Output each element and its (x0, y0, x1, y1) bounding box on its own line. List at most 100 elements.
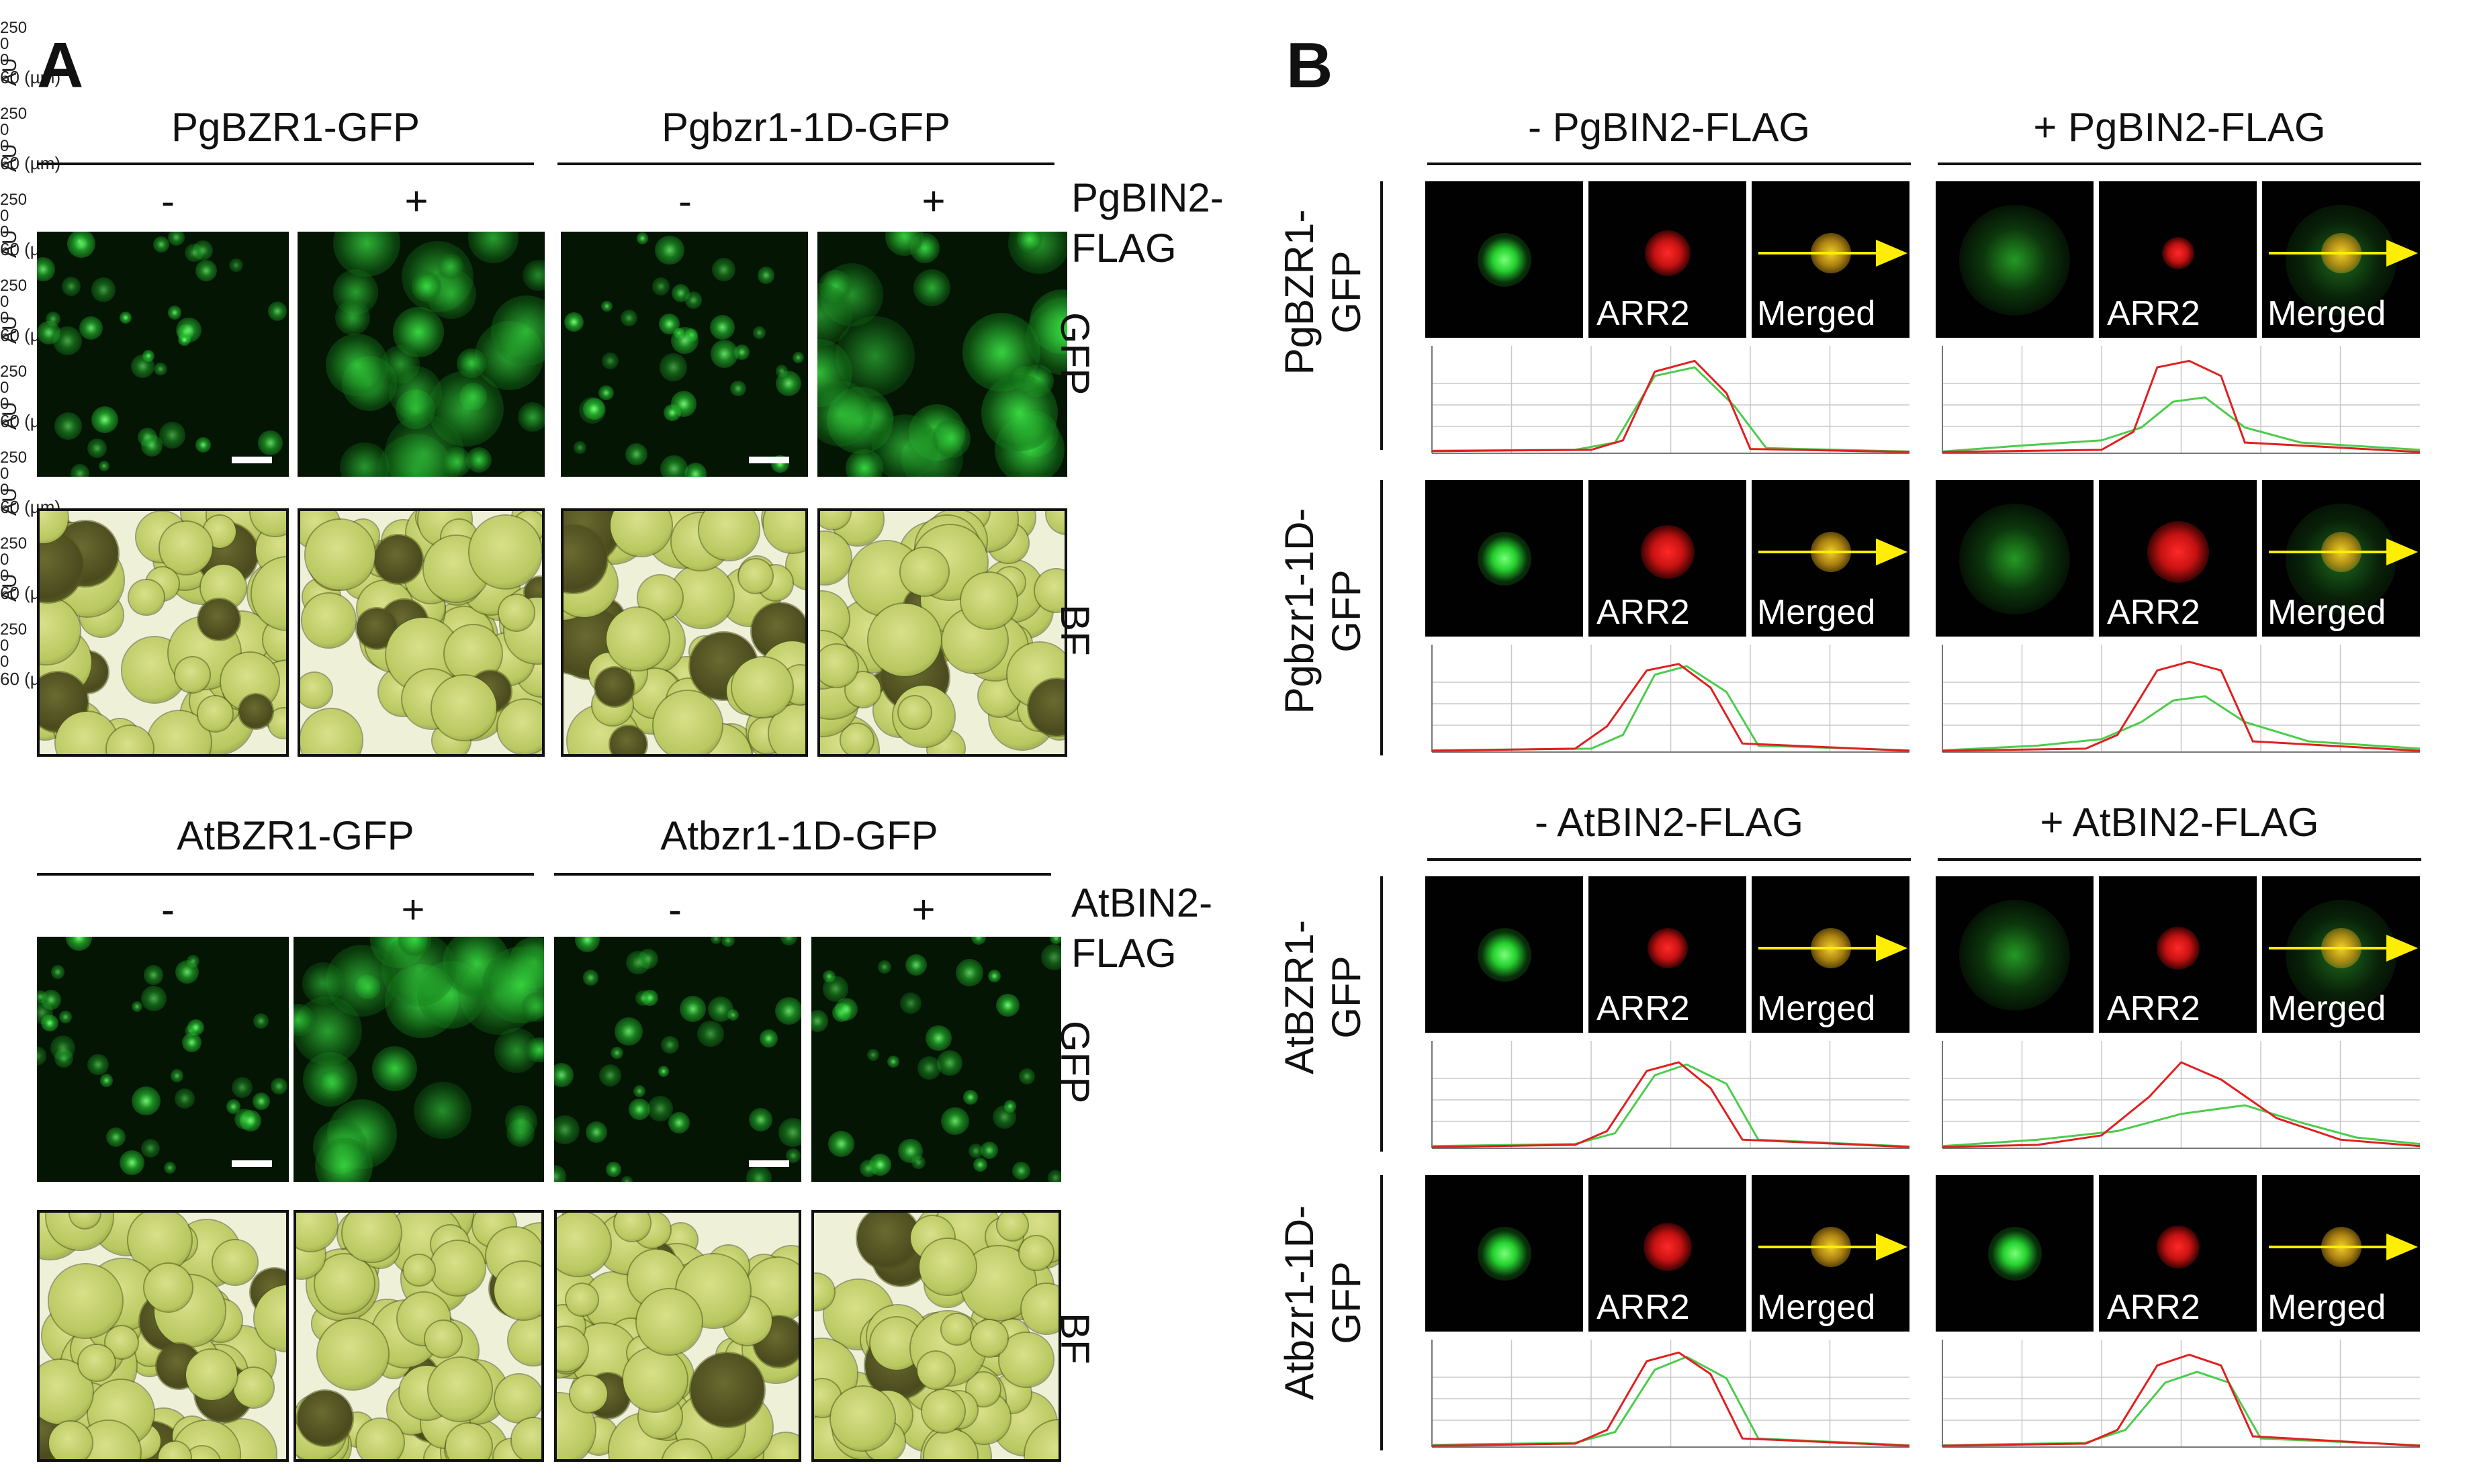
sign-minus: - (161, 887, 175, 932)
arr2-overlay-label: ARR2 (2107, 294, 2200, 333)
profile-arrow-icon (2269, 934, 2418, 962)
panel-b-label: B (1286, 30, 1333, 101)
line-profile-plot (1942, 1041, 2421, 1149)
sign-plus: + (401, 887, 425, 932)
header-underline (1938, 163, 2421, 165)
profile-arrow-icon (2269, 1233, 2418, 1260)
merged-channel-image (2262, 480, 2420, 637)
gfp-image (817, 232, 1067, 477)
red-trace (1431, 1061, 1910, 1148)
green-trace (1431, 665, 1910, 751)
gfp-image (37, 232, 289, 477)
red-trace (1431, 1351, 1910, 1447)
panel-a-label: A (37, 30, 84, 101)
plot-ytick-top: 250 (0, 620, 28, 639)
line-profile-plot (1431, 1340, 1910, 1448)
minus-atbin2-flag-header: - AtBIN2-FLAG (1534, 800, 1804, 845)
plot-ytick-bottom: 0 (0, 637, 9, 655)
merged-overlay-label: Merged (1757, 593, 1876, 632)
red-trace (1942, 1061, 2421, 1148)
row-label-line: Pgbzr1-1D- (1277, 508, 1322, 714)
brightfield-image (561, 508, 808, 757)
arr2-channel-image (1588, 1175, 1746, 1332)
green-trace (1942, 1104, 2421, 1148)
plot-xtick-left: 0 (0, 137, 9, 155)
arr2-overlay-label: ARR2 (2107, 593, 2200, 632)
row-label-line: Atbzr1-1D- (1277, 1205, 1322, 1401)
scale-bar (749, 457, 789, 463)
arr2-channel-image (2099, 876, 2257, 1033)
row-label-atbzr1-gfp: AtBZR1- (1277, 886, 1322, 1108)
plot-ytick-top: 250 (0, 105, 28, 123)
arr2-overlay-label: ARR2 (1597, 294, 1690, 333)
sign-plus: + (404, 179, 429, 224)
atbzr1-gfp-header: AtBZR1-GFP (177, 813, 414, 858)
plot-ytick-bottom: 0 (0, 293, 9, 311)
arr2-channel-image (2099, 480, 2257, 637)
gfp-image (37, 937, 289, 1182)
line-profile-plot (1431, 346, 1910, 454)
arr2-overlay-label: ARR2 (2107, 989, 2200, 1028)
row-divider (1380, 181, 1383, 450)
plus-atbin2-flag-header: + AtBIN2-FLAG (2040, 800, 2319, 845)
brightfield-image (298, 508, 545, 757)
header-underline (1427, 858, 1911, 861)
sign-minus: - (161, 179, 175, 224)
plot-ylabel: AU (0, 573, 21, 602)
plot-xtick-left: 0 (0, 653, 9, 671)
plot-ytick-top: 250 (0, 277, 28, 295)
line-profile-plot (1942, 1340, 2421, 1448)
merged-overlay-label: Merged (2267, 294, 2386, 333)
profile-arrow-icon (1758, 239, 1907, 267)
header-underline (1938, 858, 2421, 861)
brightfield-image (554, 1210, 801, 1462)
gfp-channel-image (1425, 480, 1583, 637)
profile-arrow-icon (1758, 934, 1907, 962)
plot-xtick-left: 0 (0, 395, 9, 413)
gfp-channel-image (1936, 1175, 2094, 1332)
gfp-image (554, 937, 801, 1182)
row-label-line: GFP (1324, 569, 1369, 653)
plus-pgbin2-flag-header: + PgBIN2-FLAG (2033, 105, 2326, 150)
red-trace (1431, 359, 1910, 453)
sign-minus: - (678, 179, 692, 224)
row-divider (1380, 1175, 1383, 1450)
merged-overlay-label: Merged (2267, 989, 2386, 1028)
plot-xtick-left: 0 (0, 309, 9, 327)
row-divider (1380, 876, 1383, 1152)
profile-arrow-icon (1758, 538, 1907, 565)
line-profile-plot (1431, 1041, 1910, 1149)
brightfield-image (37, 1210, 289, 1462)
treatment-label-line2: FLAG (1071, 931, 1177, 976)
gfp-image (561, 232, 808, 477)
line-profile-plot (1942, 645, 2421, 753)
profile-arrow-icon (1758, 1233, 1907, 1260)
row-label-pgbzr1-gfp: PgBZR1- (1277, 181, 1322, 403)
gfp-image (298, 232, 545, 477)
gfp-channel-image (1425, 181, 1583, 338)
row-label-pgbzr1-1d-gfp: Pgbzr1-1D- (1277, 490, 1322, 732)
arr2-overlay-label: ARR2 (1597, 1288, 1690, 1327)
row-label-gfp: GFP (1052, 1021, 1097, 1104)
gfp-channel-image (1425, 876, 1583, 1033)
green-trace (1431, 366, 1910, 453)
plot-xtick-left: 0 (0, 223, 9, 241)
plot-xtick-left: 0 (0, 567, 9, 585)
arr2-overlay-label: ARR2 (1597, 593, 1690, 632)
row-label-line: AtBZR1- (1277, 919, 1322, 1075)
brightfield-image (811, 1210, 1061, 1462)
arr2-channel-image (1588, 876, 1746, 1033)
gfp-channel-image (1936, 181, 2094, 338)
pgbzr1-gfp-header: PgBZR1-GFP (171, 105, 420, 150)
row-label-pgbzr1-gfp: GFP (1324, 181, 1369, 403)
plot-ytick-top: 250 (0, 191, 28, 209)
treatment-label-line1: PgBIN2- (1071, 175, 1224, 220)
header-underline (557, 163, 1054, 165)
atbzr1-1d-gfp-header: Atbzr1-1D-GFP (660, 813, 938, 858)
plot-ytick-top: 250 (0, 19, 28, 37)
scale-bar (232, 457, 272, 463)
gfp-channel-image (1936, 876, 2094, 1033)
header-underline (37, 163, 534, 165)
row-label-line: GFP (1324, 1261, 1369, 1344)
plot-ytick-bottom: 0 (0, 379, 9, 397)
